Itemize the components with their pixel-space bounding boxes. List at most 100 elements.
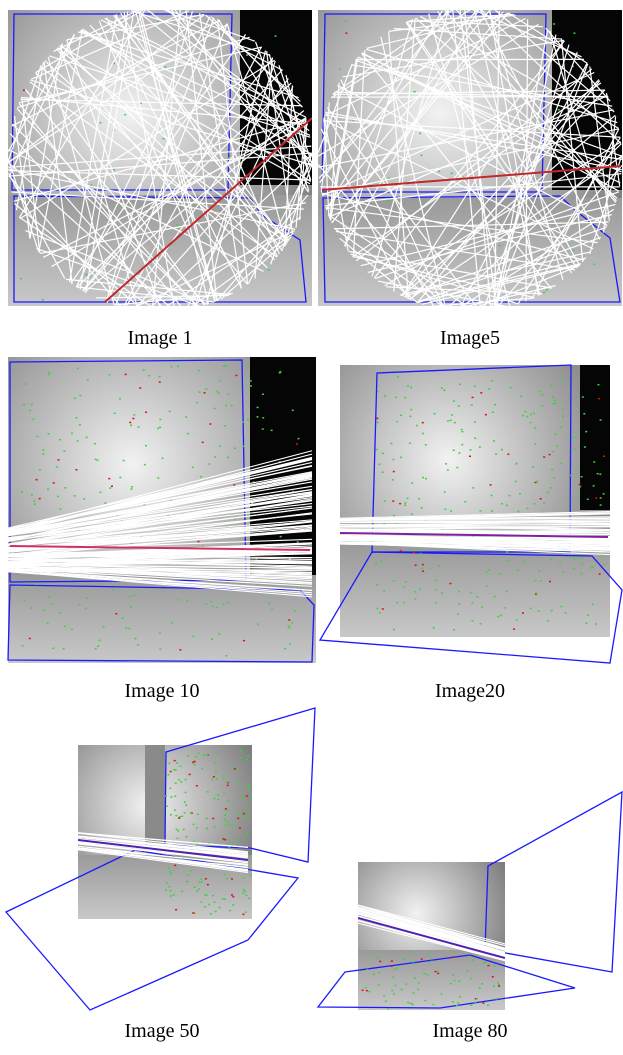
feature-point [198, 391, 201, 393]
feature-point [559, 426, 562, 429]
feature-point [554, 402, 557, 404]
feature-point [287, 625, 290, 627]
feature-point [64, 487, 67, 489]
feature-point [278, 372, 281, 374]
hypothesis-line [78, 832, 249, 848]
feature-point [501, 503, 504, 505]
feature-point [177, 599, 180, 601]
hypothesis-line [605, 93, 621, 187]
feature-point [291, 409, 294, 411]
hypothesis-line [78, 847, 249, 871]
hypothesis-line [8, 488, 313, 536]
feature-point [395, 396, 398, 399]
feature-point [449, 982, 452, 985]
feature-point [518, 492, 521, 495]
feature-point [509, 386, 512, 389]
feature-point [471, 619, 474, 622]
feature-point [420, 154, 423, 157]
feature-point [142, 369, 145, 371]
hypothesis-line [340, 539, 610, 546]
feature-point [213, 901, 216, 903]
feature-point [159, 648, 162, 650]
feature-point [279, 370, 282, 373]
feature-point [162, 138, 165, 140]
feature-point [451, 1001, 454, 1003]
hypothesis-line [8, 475, 313, 536]
feature-point [270, 429, 273, 432]
feature-point [433, 412, 436, 415]
feature-point [233, 768, 236, 770]
feature-point [423, 972, 426, 975]
hypothesis-line [171, 10, 280, 255]
feature-point [76, 440, 79, 442]
feature-point [176, 837, 179, 840]
feature-point [245, 815, 248, 817]
feature-point [497, 982, 500, 984]
hypothesis-line [340, 524, 610, 532]
feature-point [583, 446, 586, 448]
feature-point [226, 781, 229, 784]
feature-point [434, 970, 437, 973]
feature-point [222, 838, 225, 840]
feature-point [533, 503, 536, 505]
feature-point [514, 480, 517, 483]
feature-point [213, 797, 216, 800]
feature-point [507, 453, 510, 456]
feature-point [193, 760, 196, 763]
feature-point [227, 823, 230, 826]
hypothesis-line [254, 57, 273, 279]
feature-point [498, 985, 501, 987]
feature-point [546, 491, 549, 494]
feature-point [383, 994, 386, 997]
feature-point [208, 903, 211, 906]
feature-point [98, 639, 101, 642]
feature-point [283, 131, 286, 133]
hypothesis-line [104, 17, 307, 118]
hypothesis-line [56, 48, 248, 285]
hypothesis-line [185, 10, 218, 302]
hypothesis-line [8, 550, 313, 558]
feature-point [110, 485, 113, 487]
hypothesis-line [8, 491, 313, 540]
feature-point [175, 828, 178, 831]
feature-point [369, 954, 372, 956]
feature-point [196, 890, 199, 893]
feature-point [73, 578, 76, 580]
feature-point [169, 895, 172, 897]
feature-point [192, 761, 195, 763]
feature-point [546, 620, 549, 622]
feature-point [115, 612, 118, 615]
feature-point [377, 984, 380, 986]
hypothesis-line [352, 255, 535, 299]
feature-point [170, 622, 173, 624]
feature-point [38, 468, 41, 471]
feature-point [291, 621, 294, 624]
best-line [358, 917, 505, 959]
feature-point [79, 394, 82, 397]
feature-point [495, 998, 498, 1000]
hypothesis-line [358, 907, 505, 950]
feature-point [289, 643, 292, 645]
feature-point [214, 456, 217, 458]
feature-point [400, 456, 403, 459]
feature-point [209, 600, 212, 603]
hypothesis-line [479, 10, 601, 240]
feature-point [158, 381, 161, 383]
hypothesis-line [8, 543, 313, 558]
hypothesis-line [320, 102, 330, 193]
feature-point [571, 436, 574, 439]
feature-point [553, 399, 556, 402]
feature-point [211, 778, 214, 781]
image-panel [7, 357, 316, 663]
feature-point [205, 817, 208, 820]
line-set [318, 10, 622, 306]
feature-point [217, 794, 220, 796]
feature-point [436, 970, 439, 973]
caption: Image5 [440, 327, 500, 349]
feature-point [443, 389, 446, 392]
feature-point [187, 754, 190, 757]
feature-point [560, 605, 563, 608]
feature-point [532, 466, 535, 468]
hypothesis-line [79, 30, 312, 155]
feature-point [552, 402, 555, 405]
